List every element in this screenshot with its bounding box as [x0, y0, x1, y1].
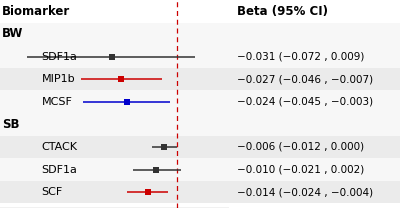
Bar	[228, 68, 400, 90]
Bar	[0, 158, 228, 181]
Bar	[0, 90, 228, 113]
Bar	[0, 0, 228, 23]
Bar	[228, 45, 400, 68]
Text: MIP1b: MIP1b	[42, 74, 75, 84]
Text: CTACK: CTACK	[42, 142, 78, 152]
Text: −0.010 (−0.021 , 0.002): −0.010 (−0.021 , 0.002)	[237, 165, 364, 175]
Text: SCF: SCF	[42, 187, 63, 197]
Text: −0.027 (−0.046 , −0.007): −0.027 (−0.046 , −0.007)	[237, 74, 373, 84]
Text: BW: BW	[2, 27, 24, 40]
Bar	[228, 113, 400, 136]
Text: −0.024 (−0.045 , −0.003): −0.024 (−0.045 , −0.003)	[237, 97, 373, 107]
Text: −0.031 (−0.072 , 0.009): −0.031 (−0.072 , 0.009)	[237, 52, 364, 62]
Bar	[0, 136, 228, 158]
Bar	[228, 181, 400, 203]
Text: SDF1a: SDF1a	[42, 165, 78, 175]
Bar	[228, 136, 400, 158]
Bar	[0, 68, 228, 90]
Text: −0.014 (−0.024 , −0.004): −0.014 (−0.024 , −0.004)	[237, 187, 373, 197]
Text: −0.006 (−0.012 , 0.000): −0.006 (−0.012 , 0.000)	[237, 142, 364, 152]
Bar	[228, 90, 400, 113]
Bar	[0, 45, 228, 68]
Text: SB: SB	[2, 118, 20, 131]
Text: Beta (95% CI): Beta (95% CI)	[237, 5, 328, 18]
Bar	[228, 23, 400, 45]
Bar	[228, 158, 400, 181]
Text: MCSF: MCSF	[42, 97, 72, 107]
Text: SDF1a: SDF1a	[42, 52, 78, 62]
Text: Biomarker: Biomarker	[2, 5, 70, 18]
Bar	[0, 181, 228, 203]
Bar	[0, 113, 228, 136]
Bar	[228, 0, 400, 23]
Bar	[0, 23, 228, 45]
